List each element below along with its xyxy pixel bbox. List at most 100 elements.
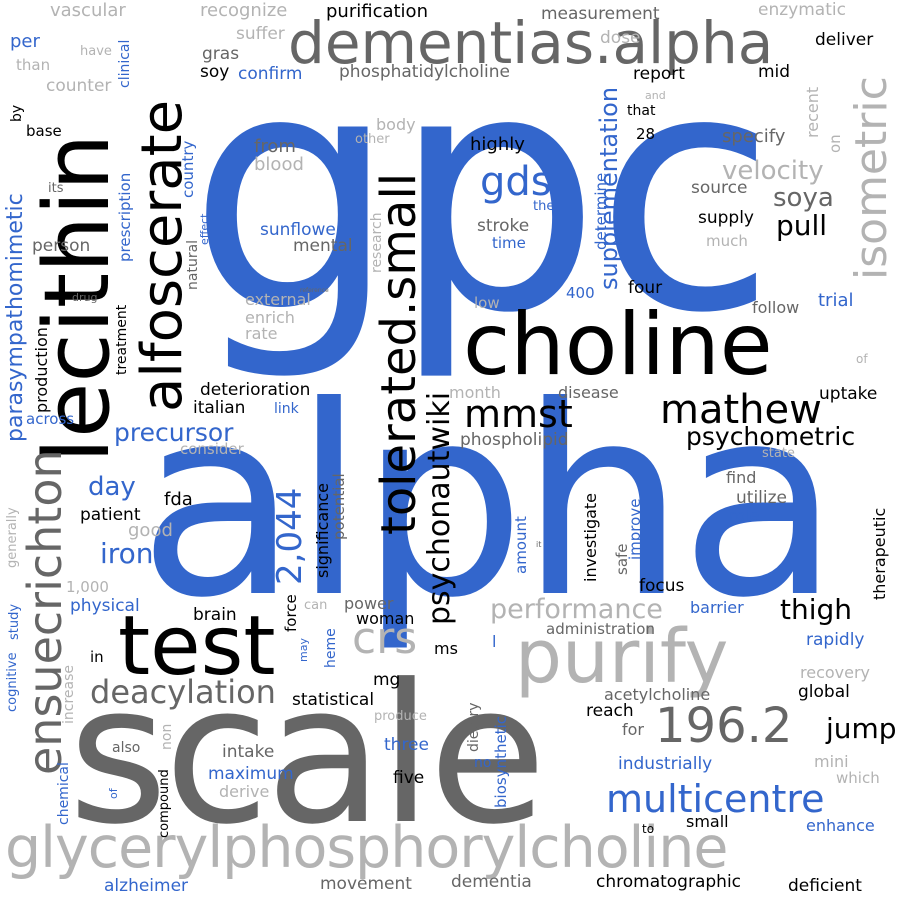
- word-phospholipid: phospholipid: [460, 430, 569, 450]
- word-vascular: vascular: [50, 0, 126, 21]
- word-alpha: alpha: [138, 350, 840, 655]
- word-mathew: mathew: [660, 387, 822, 433]
- word-1000: 1,000: [66, 578, 109, 596]
- word-role: role: [729, 506, 760, 525]
- word-dementias-alpha: dementias.alpha: [288, 9, 774, 77]
- word-dementia: dementia: [451, 872, 532, 892]
- word-derive: derive: [219, 782, 270, 801]
- word-uptake: uptake: [819, 384, 878, 404]
- word-natural: natural: [185, 239, 201, 290]
- word-body: body: [376, 115, 416, 134]
- word-consider: consider: [180, 440, 244, 458]
- word-soya: soya: [773, 183, 834, 213]
- word-its: its: [48, 181, 64, 196]
- word-person: person: [32, 236, 91, 256]
- word-force: force: [282, 594, 300, 632]
- word-sunflower: sunflower: [260, 220, 343, 240]
- word-on: on: [826, 134, 844, 153]
- word-confirm: confirm: [238, 64, 303, 84]
- word-psychonautwiki: psychonautwiki: [422, 391, 457, 625]
- word-administration: administration: [546, 620, 655, 638]
- word-mmst: mmst: [464, 392, 573, 436]
- word-other: other: [355, 132, 390, 147]
- word-small: small: [686, 812, 729, 831]
- word-28: 28: [636, 125, 656, 143]
- word-velocity: velocity: [722, 156, 824, 186]
- word-therapeutic: therapeutic: [870, 507, 889, 600]
- word-amount: amount: [512, 516, 530, 574]
- word-potential: potential: [330, 473, 348, 540]
- word-blood: blood: [254, 154, 304, 175]
- word-gras: gras: [202, 44, 240, 64]
- word-isometric: isometric: [846, 76, 897, 280]
- word-may: may: [297, 638, 310, 662]
- word-disease: disease: [558, 383, 619, 402]
- word-specify: specify: [722, 126, 786, 147]
- word-glycerylphosphorylcholine: glycerylphosphorylcholine: [5, 815, 728, 881]
- word-non: non: [159, 723, 175, 750]
- word-thigh: thigh: [780, 593, 853, 626]
- word-from: from: [254, 136, 296, 157]
- word-good: good: [128, 520, 173, 541]
- word-determine: determine: [592, 172, 610, 250]
- word-gpc: gpc: [188, 1, 776, 385]
- word-power: power: [344, 594, 394, 613]
- word-alzheimer: alzheimer: [104, 876, 189, 896]
- word-deficient: deficient: [788, 876, 862, 896]
- word-statistical: statistical: [292, 690, 375, 710]
- word-chromatographic: chromatographic: [596, 872, 742, 892]
- word-iron: iron: [100, 537, 154, 570]
- word-biosynthetic: biosynthetic: [492, 716, 510, 808]
- word-to: to: [642, 822, 655, 836]
- word-of: of: [856, 352, 868, 366]
- word-country: country: [179, 140, 197, 198]
- word-four: four: [628, 278, 663, 298]
- word-month: month: [449, 383, 501, 402]
- word-test: test: [118, 599, 276, 694]
- word-that: that: [627, 103, 656, 119]
- word-measurement: measurement: [541, 4, 660, 24]
- word-time: time: [492, 234, 526, 252]
- word-enrich: enrich: [245, 308, 295, 327]
- word-of-2: of: [107, 788, 120, 799]
- word-than: than: [16, 56, 51, 74]
- word-drug: drug: [72, 291, 98, 304]
- word-mg: mg: [373, 670, 401, 690]
- word-fda: fda: [164, 489, 193, 510]
- word-recognize: recognize: [200, 0, 288, 21]
- word-multicentre: multicentre: [606, 777, 825, 821]
- word-phosphatidylcholine: phosphatidylcholine: [339, 62, 510, 82]
- word-state: state: [762, 446, 795, 461]
- word-gds: gds: [480, 159, 552, 205]
- word-enhance: enhance: [806, 816, 875, 835]
- word-compound: compound: [157, 769, 172, 838]
- word-report: report: [633, 64, 685, 84]
- word-no: no: [474, 755, 492, 771]
- word-recovery: recovery: [800, 663, 871, 682]
- word-focus: focus: [639, 576, 685, 596]
- word-psychometric: psychometric: [686, 422, 856, 451]
- word-ms: ms: [434, 639, 458, 658]
- word-global: global: [798, 682, 850, 702]
- word-by: by: [9, 104, 25, 122]
- word-deacylation: deacylation: [90, 673, 276, 711]
- word-intake: intake: [222, 742, 275, 762]
- word-recent: recent: [803, 86, 822, 138]
- word-external: external: [245, 290, 311, 309]
- word-deterioration: deterioration: [200, 380, 311, 400]
- word-treatment: treatment: [114, 304, 130, 375]
- word-source: source: [691, 178, 748, 198]
- word-acetylcholine: acetylcholine: [604, 685, 711, 704]
- word-reference: reference: [300, 287, 329, 294]
- word-industrially: industrially: [618, 754, 713, 774]
- word-link: link: [274, 401, 299, 417]
- word-mid: mid: [758, 62, 791, 82]
- word-brain: brain: [193, 605, 237, 625]
- word-dose: dose: [600, 28, 641, 48]
- word-heme: heme: [323, 628, 339, 668]
- word-clinical: clinical: [117, 39, 133, 88]
- word-the: the: [533, 199, 555, 214]
- word-have: have: [80, 44, 112, 59]
- word-for: for: [622, 720, 644, 739]
